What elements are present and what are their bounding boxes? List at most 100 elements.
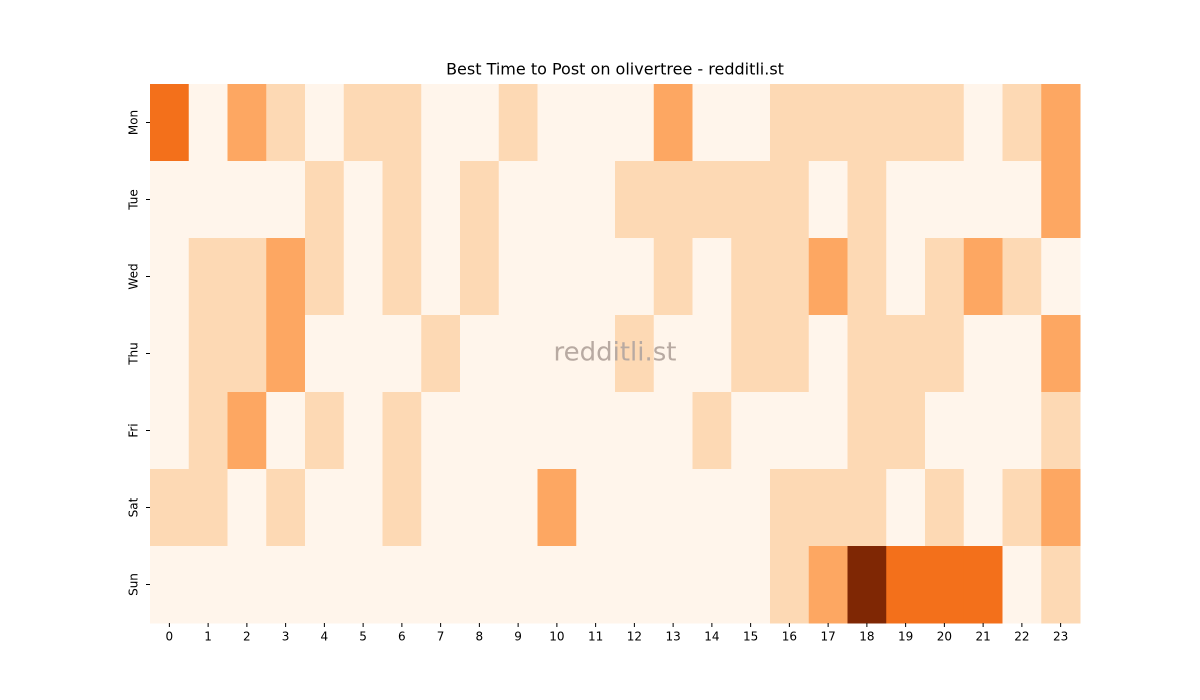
heatmap-cell — [1002, 546, 1042, 624]
heatmap-cell — [382, 392, 422, 470]
heatmap-cell — [421, 84, 461, 162]
heatmap-cell — [343, 469, 383, 547]
heatmap-cell — [653, 546, 693, 624]
heatmap-cell — [847, 546, 887, 624]
heatmap-cell — [963, 392, 1003, 470]
heatmap-cell — [343, 546, 383, 624]
heatmap-cell — [692, 392, 732, 470]
heatmap-cell — [343, 161, 383, 239]
heatmap-cell — [150, 238, 190, 316]
heatmap-cell — [460, 161, 500, 239]
heatmap-cell — [576, 315, 616, 393]
x-tick-label: 13 — [665, 630, 680, 644]
heatmap-cell — [808, 315, 848, 393]
heatmap-cell — [266, 161, 306, 239]
heatmap-cell — [498, 84, 538, 162]
heatmap-cell — [770, 238, 810, 316]
heatmap-cell — [692, 84, 732, 162]
heatmap-cell — [731, 84, 771, 162]
heatmap-cell — [615, 469, 655, 547]
heatmap-cell — [886, 315, 926, 393]
heatmap-cell — [382, 84, 422, 162]
heatmap-cell — [537, 392, 577, 470]
heatmap-cell — [537, 161, 577, 239]
heatmap-cell — [382, 469, 422, 547]
heatmap-cell — [227, 392, 267, 470]
heatmap-cell — [770, 469, 810, 547]
heatmap-cell — [847, 392, 887, 470]
heatmap-cell — [266, 315, 306, 393]
heatmap-cell — [343, 238, 383, 316]
heatmap-cell — [266, 546, 306, 624]
heatmap-cell — [770, 392, 810, 470]
heatmap-cell — [227, 469, 267, 547]
heatmap-cell — [150, 546, 190, 624]
heatmap-cell — [963, 315, 1003, 393]
heatmap-cell — [537, 469, 577, 547]
y-tick-label: Mon — [127, 110, 141, 135]
heatmap-cell — [886, 238, 926, 316]
heatmap-cell — [188, 315, 228, 393]
x-tick-label: 11 — [588, 630, 603, 644]
y-tick-label: Sun — [127, 573, 141, 596]
x-tick-label: 7 — [437, 630, 445, 644]
heatmap-cell — [1002, 392, 1042, 470]
x-tick-label: 22 — [1014, 630, 1029, 644]
x-tick-label: 18 — [859, 630, 874, 644]
heatmap-cell — [421, 469, 461, 547]
heatmap-cell — [770, 315, 810, 393]
x-tick-label: 0 — [166, 630, 174, 644]
heatmap-cell — [537, 315, 577, 393]
heatmap-cell — [925, 161, 965, 239]
heatmap-cell — [808, 161, 848, 239]
heatmap-cell — [770, 161, 810, 239]
heatmap-cell — [382, 238, 422, 316]
x-tick-label: 10 — [549, 630, 564, 644]
heatmap-cell — [498, 392, 538, 470]
heatmap-cell — [1041, 315, 1081, 393]
heatmap-cell — [460, 392, 500, 470]
heatmap-cell — [188, 469, 228, 547]
x-tick-label: 15 — [743, 630, 758, 644]
heatmap-cell — [421, 392, 461, 470]
heatmap-cell — [498, 161, 538, 239]
heatmap-cell — [576, 161, 616, 239]
heatmap-cell — [266, 84, 306, 162]
x-tick-label: 16 — [782, 630, 797, 644]
heatmap-cell — [692, 161, 732, 239]
heatmap-cell — [770, 546, 810, 624]
heatmap-cell — [1002, 238, 1042, 316]
heatmap-cell — [1002, 161, 1042, 239]
heatmap-cell — [847, 161, 887, 239]
x-tick-label: 3 — [282, 630, 290, 644]
heatmap-cell — [305, 315, 345, 393]
heatmap-cell — [188, 546, 228, 624]
heatmap-cell — [305, 161, 345, 239]
heatmap-cell — [653, 315, 693, 393]
heatmap-cell — [925, 238, 965, 316]
heatmap-cell — [150, 315, 190, 393]
heatmap-cell — [460, 84, 500, 162]
heatmap-cell — [576, 469, 616, 547]
heatmap-cell — [498, 238, 538, 316]
heatmap-cell — [808, 546, 848, 624]
x-tick-label: 20 — [937, 630, 952, 644]
heatmap-cell — [227, 238, 267, 316]
heatmap-cell — [188, 392, 228, 470]
heatmap-cell — [615, 84, 655, 162]
heatmap-cell — [266, 392, 306, 470]
heatmap-cell — [382, 546, 422, 624]
heatmap-cell — [963, 469, 1003, 547]
heatmap-cell — [731, 315, 771, 393]
heatmap-cell — [227, 84, 267, 162]
heatmap-cell — [227, 315, 267, 393]
y-tick-label: Thu — [127, 342, 141, 366]
heatmap-cell — [460, 469, 500, 547]
heatmap-cell — [1041, 392, 1081, 470]
chart-title: Best Time to Post on olivertree - reddit… — [446, 60, 784, 79]
heatmap-cell — [576, 546, 616, 624]
heatmap-cell — [266, 469, 306, 547]
heatmap-cell — [576, 238, 616, 316]
heatmap-cell — [188, 161, 228, 239]
